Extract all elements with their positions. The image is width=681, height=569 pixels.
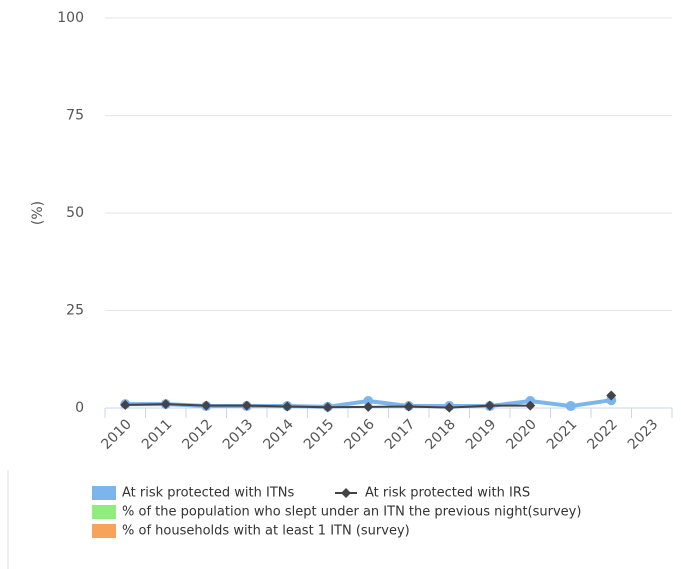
x-tick-label: 2012 [179, 416, 216, 453]
y-tick-label: 0 [75, 400, 84, 416]
legend-label: % of the population who slept under an I… [122, 505, 581, 520]
x-tick-label: 2019 [463, 416, 500, 453]
point [525, 400, 536, 411]
legend-label: At risk protected with ITNs [122, 486, 294, 501]
point [484, 400, 495, 411]
x-tick-label: 2011 [139, 416, 176, 453]
point [444, 402, 455, 413]
legend-swatch [92, 524, 116, 538]
y-axis-label: (%) [30, 201, 46, 225]
y-tick-label: 75 [66, 108, 84, 124]
point [322, 402, 333, 413]
point [363, 395, 374, 406]
legend-label: % of households with at least 1 ITN (sur… [122, 524, 410, 539]
x-tick-label: 2017 [382, 416, 419, 453]
x-tick-label: 2021 [544, 416, 581, 453]
point [565, 401, 576, 412]
y-tick-label: 100 [57, 10, 84, 26]
point [241, 400, 252, 411]
legend-symbol [341, 488, 351, 498]
point [363, 401, 374, 412]
x-tick-label: 2018 [422, 416, 459, 453]
x-tick-label: 2014 [260, 416, 297, 453]
legend-swatch [92, 505, 116, 519]
x-tick-label: 2020 [503, 416, 540, 453]
legend-swatch [92, 486, 116, 500]
point [160, 399, 171, 410]
legend-label: At risk protected with IRS [365, 486, 530, 501]
point [282, 401, 293, 412]
x-tick-label: 2010 [98, 416, 135, 453]
point [606, 390, 617, 401]
y-tick-label: 25 [66, 303, 84, 319]
x-tick-label: 2013 [220, 416, 257, 453]
point [120, 399, 131, 410]
point [201, 400, 212, 411]
point [403, 401, 414, 412]
x-tick-label: 2023 [625, 416, 662, 453]
x-tick-label: 2022 [584, 416, 621, 453]
x-tick-label: 2015 [301, 416, 338, 453]
x-tick-label: 2016 [341, 416, 378, 453]
y-tick-label: 50 [66, 205, 84, 221]
